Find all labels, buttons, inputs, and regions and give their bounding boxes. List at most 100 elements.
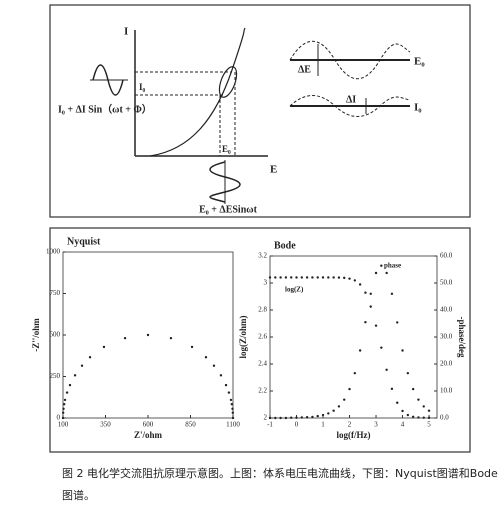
- data-point: [290, 416, 293, 419]
- y-tick-label: 1000: [46, 248, 61, 256]
- data-point: [190, 345, 194, 349]
- data-point: [321, 276, 325, 279]
- y2-tick-label: 60.0: [440, 252, 453, 260]
- x-tick-label: 850: [185, 421, 196, 429]
- data-point: [417, 398, 420, 401]
- data-point: [348, 277, 351, 280]
- data-point: [227, 391, 231, 394]
- data-point: [295, 416, 298, 419]
- signal-label: I₀ + ΔI Sin（ωt + Φ）: [58, 102, 152, 115]
- data-point: [123, 336, 127, 340]
- data-point: [305, 415, 309, 419]
- series-label: phase: [384, 262, 401, 270]
- data-point: [300, 276, 304, 279]
- x-axis-label: Z'/ohm: [134, 430, 163, 440]
- data-point: [385, 271, 388, 275]
- plot-frame: [269, 255, 438, 419]
- y-tick-label: 500: [50, 331, 61, 339]
- y-tick-label: 2.2: [258, 387, 267, 395]
- axis-label: I: [124, 26, 128, 38]
- voltage-wave: [209, 161, 241, 203]
- data-point: [411, 387, 415, 391]
- mark-label: E₀: [222, 144, 231, 154]
- data-point: [353, 279, 357, 282]
- data-point: [231, 416, 235, 420]
- data-point: [311, 276, 314, 279]
- x-tick-label: 4: [401, 421, 405, 429]
- x-axis-label: log(f/Hz): [337, 430, 371, 440]
- data-point: [427, 416, 431, 420]
- data-point: [169, 336, 173, 340]
- x-tick-label: 0: [295, 421, 299, 429]
- data-point: [316, 276, 319, 279]
- x-tick-label: 5: [427, 421, 431, 429]
- series-label: log(Z): [285, 286, 304, 294]
- i-wave: [289, 95, 411, 117]
- x-tick-label: 600: [143, 421, 154, 429]
- x-tick-label: 1100: [226, 421, 240, 429]
- data-point: [284, 416, 288, 420]
- iv-curve: [149, 27, 246, 157]
- data-point: [417, 416, 420, 419]
- data-point: [295, 276, 298, 279]
- y-tick-label: 2.8: [258, 306, 267, 314]
- data-point: [274, 416, 277, 420]
- top-frame: [49, 4, 471, 218]
- data-point: [390, 387, 394, 391]
- y-tick-label: 0: [57, 414, 61, 422]
- data-point: [146, 333, 150, 337]
- data-point: [212, 364, 216, 367]
- y2-tick-label: 20.0: [440, 360, 453, 368]
- axis-label: E: [270, 164, 277, 176]
- data-point: [61, 411, 65, 414]
- x-tick-label: 100: [58, 421, 69, 429]
- data-point: [290, 276, 293, 279]
- x-tick-label: 1: [321, 421, 325, 429]
- y-tick-label: 2.4: [258, 360, 267, 368]
- data-point: [279, 416, 282, 420]
- y-tick-label: 3: [264, 279, 268, 287]
- data-point: [327, 276, 330, 279]
- x-tick-label: 2: [348, 421, 352, 429]
- wave-label: E₀: [414, 56, 425, 68]
- y2-tick-label: 10.0: [440, 387, 453, 395]
- data-point: [219, 374, 223, 377]
- data-point: [337, 276, 341, 279]
- y-axis-label: log(Z/ohm): [238, 315, 248, 358]
- data-point: [364, 320, 367, 324]
- data-point: [63, 398, 67, 402]
- data-point: [231, 411, 235, 414]
- caption: 图谱。: [62, 488, 95, 502]
- data-point: [230, 403, 234, 406]
- data-point: [390, 292, 394, 295]
- data-point: [65, 391, 69, 394]
- caption: 图 2 电化学交流阻抗原理示意图。上图：体系电压电流曲线，下图：Nyquist图…: [62, 466, 498, 480]
- data-point: [327, 412, 330, 415]
- data-point: [61, 416, 65, 420]
- data-point: [343, 276, 346, 280]
- wave-label: ΔE: [298, 64, 311, 75]
- data-point: [62, 403, 66, 406]
- data-point: [300, 416, 304, 419]
- data-point: [380, 264, 383, 267]
- y-tick-label: 750: [50, 289, 61, 297]
- signal-label: E₀ + ΔESinωt: [199, 204, 258, 215]
- data-point: [268, 276, 272, 279]
- data-point: [332, 409, 335, 412]
- y2-tick-label: 30.0: [440, 333, 453, 341]
- data-point: [88, 356, 92, 359]
- data-point: [396, 321, 399, 324]
- data-point: [396, 401, 399, 404]
- data-point: [374, 271, 378, 275]
- data-point: [284, 276, 288, 279]
- data-point: [68, 383, 72, 387]
- data-point: [411, 415, 415, 418]
- data-point: [305, 276, 309, 279]
- y-tick-label: 2.6: [258, 333, 267, 341]
- data-point: [401, 409, 404, 413]
- data-point: [279, 276, 282, 279]
- wave-label: ΔI: [346, 94, 356, 105]
- data-point: [73, 374, 77, 377]
- data-point: [406, 371, 410, 375]
